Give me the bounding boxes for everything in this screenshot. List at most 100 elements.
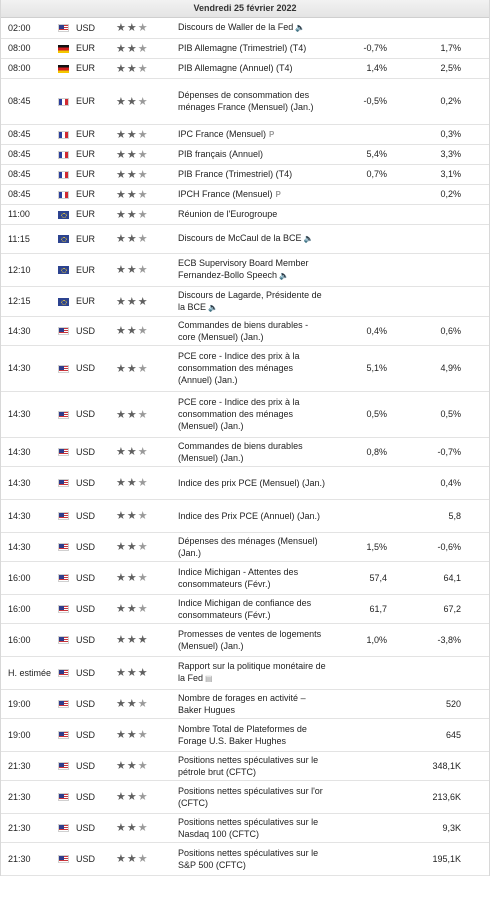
event-name[interactable]: Positions nettes spéculatives sur le Nas… [178, 816, 319, 839]
event-row[interactable]: 14:30 USD ★★★ Commandes de biens durables (… [1, 437, 489, 467]
event-name[interactable]: Positions nettes spéculatives sur le S&P… [178, 847, 319, 870]
importance-stars: ★★★ [116, 466, 178, 500]
event-row[interactable]: 19:00 USD ★★★ Nombre Total de Plateformes d… [1, 718, 489, 752]
event-name[interactable]: Indice Michigan - Attentes des consommat… [178, 566, 299, 589]
event-cell: Promesses de ventes de logements (Mensue… [178, 623, 332, 657]
event-name[interactable]: PIB France (Trimestriel) (T4) [178, 169, 293, 179]
actual-value: 61,7 [332, 594, 393, 624]
event-row[interactable]: 16:00 USD ★★★ Indice Michigan - Attentes de… [1, 561, 489, 595]
star-icon: ★ [116, 446, 127, 458]
event-row[interactable]: 21:30 USD ★★★ Positions nettes spéculatives… [1, 813, 489, 843]
event-cell: Positions nettes spéculatives sur le S&P… [178, 842, 332, 876]
event-row[interactable]: 08:00 EUR ★★★ PIB Allemagne (Annuel) (T4) 1,… [1, 58, 489, 79]
event-name[interactable]: Indice des Prix PCE (Annuel) (Jan.) [178, 510, 321, 521]
event-name[interactable]: Indice des prix PCE (Mensuel) (Jan.) [178, 477, 326, 488]
event-name[interactable]: PIB Allemagne (Annuel) (T4) [178, 63, 293, 73]
importance-stars: ★★★ [116, 224, 178, 254]
event-name[interactable]: PCE core - Indice des prix à la consomma… [178, 397, 300, 431]
event-row[interactable]: 14:30 USD ★★★ Indice des prix PCE (Mensuel)… [1, 466, 489, 500]
event-name[interactable]: Rapport sur la politique monétaire de la… [178, 661, 326, 683]
forecast-value: -3,8% [393, 623, 489, 657]
event-row[interactable]: 08:45 EUR ★★★ IPCH France (Mensuel) P 0,2% [1, 184, 489, 205]
currency: USD [76, 437, 116, 467]
importance-stars: ★★★ [116, 144, 178, 165]
event-name[interactable]: PIB français (Annuel) [178, 149, 264, 159]
star-icon: ★ [126, 760, 138, 772]
forecast-value: 0,2% [393, 78, 489, 125]
event-name[interactable]: PIB Allemagne (Trimestriel) (T4) [178, 43, 307, 53]
event-row[interactable]: 08:45 EUR ★★★ PIB France (Trimestriel) (T4)… [1, 164, 489, 185]
event-row[interactable]: 08:00 EUR ★★★ PIB Allemagne (Trimestriel) (… [1, 38, 489, 59]
event-time: 12:10 [1, 253, 58, 287]
currency: EUR [76, 164, 116, 185]
event-cell: PCE core - Indice des prix à la consomma… [178, 391, 332, 438]
event-name[interactable]: Commandes de biens durables (Mensuel) (J… [178, 440, 303, 463]
forecast-value [393, 224, 489, 254]
event-row[interactable]: 14:30 USD ★★★ Dépenses des ménages (Mensuel… [1, 532, 489, 562]
event-row[interactable]: 16:00 USD ★★★ Indice Michigan de confiance … [1, 594, 489, 624]
event-time: 12:15 [1, 286, 58, 317]
event-name[interactable]: Dépenses des ménages (Mensuel) (Jan.) [178, 535, 318, 558]
flag-de-icon [58, 44, 69, 53]
event-name[interactable]: PCE core - Indice des prix à la consomma… [178, 351, 300, 385]
event-row[interactable]: 11:00 EUR ★★★ Réunion de l'Eurogroupe [1, 204, 489, 225]
event-name[interactable]: Positions nettes spéculatives sur le pét… [178, 754, 319, 777]
flag-us-icon [58, 512, 69, 521]
event-name[interactable]: Discours de Lagarde, Présidente de la BC… [178, 289, 322, 312]
event-cell: Commandes de biens durables (Mensuel) (J… [178, 437, 332, 467]
event-name[interactable]: Commandes de biens durables - core (Mens… [178, 319, 309, 342]
event-name[interactable]: Discours de Waller de la Fed [178, 22, 294, 33]
event-row[interactable]: 14:30 USD ★★★ Commandes de biens durables -… [1, 316, 489, 346]
event-row[interactable]: 08:45 EUR ★★★ Dépenses de consommation des … [1, 78, 489, 125]
event-row[interactable]: 08:45 EUR ★★★ IPC France (Mensuel) P 0,3% [1, 124, 489, 145]
event-name[interactable]: IPCH France (Mensuel) [178, 188, 273, 199]
actual-value: 5,1% [332, 345, 393, 392]
event-row[interactable]: H. estimée USD ★★★ Rapport sur la politique… [1, 656, 489, 690]
event-name[interactable]: Promesses de ventes de logements (Mensue… [178, 628, 322, 651]
star-icon: ★ [126, 446, 138, 458]
actual-value [332, 751, 393, 781]
event-row[interactable]: 12:15 EUR ★★★ Discours de Lagarde, Présiden… [1, 286, 489, 317]
actual-value: -0,5% [332, 78, 393, 125]
event-row[interactable]: 02:00 USD ★★★ Discours de Waller de la Fed 🔈 [1, 18, 489, 39]
event-name[interactable]: Positions nettes spéculatives sur l'or (… [178, 785, 323, 808]
event-name[interactable]: Discours de McCaul de la BCE [178, 233, 302, 243]
star-icon: ★ [137, 760, 149, 772]
currency: EUR [76, 204, 116, 225]
actual-value [332, 18, 393, 39]
event-time: 21:30 [1, 780, 58, 814]
flag-eu-icon [58, 266, 69, 275]
flag-cell [58, 184, 76, 205]
event-name[interactable]: Nombre de forages en activité – Baker Hu… [178, 692, 306, 715]
actual-value: 0,5% [332, 391, 393, 438]
actual-value: 0,8% [332, 437, 393, 467]
event-row[interactable]: 11:15 EUR ★★★ Discours de McCaul de la BCE 🔈 [1, 224, 489, 254]
event-cell: PCE core - Indice des prix à la consomma… [178, 345, 332, 392]
star-icon: ★ [137, 408, 149, 421]
event-row[interactable]: 21:30 USD ★★★ Positions nettes spéculatives… [1, 751, 489, 781]
event-row[interactable]: 14:30 USD ★★★ PCE core - Indice des prix à … [1, 345, 489, 392]
event-row[interactable]: 21:30 USD ★★★ Positions nettes spéculatives… [1, 780, 489, 814]
flag-cell [58, 842, 76, 876]
star-icon: ★ [137, 95, 149, 108]
event-row[interactable]: 19:00 USD ★★★ Nombre de forages en activité… [1, 689, 489, 719]
event-name[interactable]: Dépenses de consommation des ménages Fra… [178, 90, 314, 112]
event-time: 08:45 [1, 144, 58, 165]
event-name[interactable]: ECB Supervisory Board Member Fernandez-B… [178, 258, 309, 280]
event-name[interactable]: Nombre Total de Plateformes de Forage U.… [178, 723, 307, 746]
event-row[interactable]: 21:30 USD ★★★ Positions nettes spéculatives… [1, 842, 489, 876]
star-icon: ★ [116, 760, 127, 772]
star-icon: ★ [116, 148, 127, 161]
importance-stars: ★★★ [116, 842, 178, 876]
event-name[interactable]: IPC France (Mensuel) [178, 128, 267, 139]
event-name[interactable]: Indice Michigan de confiance des consomm… [178, 597, 312, 620]
star-icon: ★ [116, 208, 127, 221]
event-row[interactable]: 08:45 EUR ★★★ PIB français (Annuel) 5,4% 3,3% [1, 144, 489, 165]
star-icon: ★ [126, 264, 138, 276]
event-row[interactable]: 16:00 USD ★★★ Promesses de ventes de logeme… [1, 623, 489, 657]
event-name[interactable]: Réunion de l'Eurogroupe [178, 209, 278, 219]
event-row[interactable]: 14:30 USD ★★★ Indice des Prix PCE (Annuel) … [1, 499, 489, 533]
event-row[interactable]: 12:10 EUR ★★★ ECB Supervisory Board Member … [1, 253, 489, 287]
event-row[interactable]: 14:30 USD ★★★ PCE core - Indice des prix à … [1, 391, 489, 438]
event-time: 08:00 [1, 58, 58, 79]
